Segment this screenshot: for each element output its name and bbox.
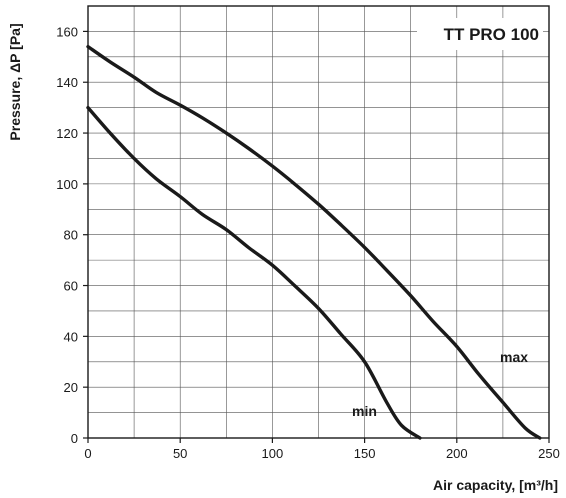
chart-title-background bbox=[417, 18, 543, 50]
chart-title-box: TT PRO 100 bbox=[417, 18, 543, 50]
grid bbox=[88, 6, 549, 438]
x-axis-title: Air capacity, [m³/h] bbox=[433, 477, 558, 493]
curve-max bbox=[86, 44, 542, 440]
y-tick-label: 0 bbox=[71, 431, 78, 446]
x-tick-label: 50 bbox=[173, 446, 187, 461]
curve-labels: max min bbox=[352, 349, 528, 419]
y-tick-label: 40 bbox=[64, 329, 78, 344]
y-tick-label: 60 bbox=[64, 279, 78, 294]
x-tick-label: 200 bbox=[446, 446, 468, 461]
axis-ticks: 0 20 40 60 80 100 120 140 160 0 50 100 150 200 250 bbox=[56, 24, 560, 461]
x-tick-label: 100 bbox=[262, 446, 284, 461]
chart-title: TT PRO 100 bbox=[444, 25, 539, 44]
y-tick-label: 100 bbox=[56, 177, 78, 192]
curves bbox=[86, 44, 542, 440]
y-tick-label: 120 bbox=[56, 126, 78, 141]
y-axis-title: Pressure, ΔP [Pa] bbox=[7, 23, 23, 140]
y-tick-label: 160 bbox=[56, 24, 78, 39]
x-tick-label: 150 bbox=[354, 446, 376, 461]
y-tick-label: 140 bbox=[56, 75, 78, 90]
plot-frame bbox=[87, 5, 550, 439]
x-tick-label: 250 bbox=[538, 446, 560, 461]
y-tick-label: 20 bbox=[64, 380, 78, 395]
curve-label-max: max bbox=[500, 349, 528, 365]
y-tick-label: 80 bbox=[64, 228, 78, 243]
curve-label-min: min bbox=[352, 403, 377, 419]
curve-min bbox=[86, 105, 422, 440]
x-tick-label: 0 bbox=[84, 446, 91, 461]
